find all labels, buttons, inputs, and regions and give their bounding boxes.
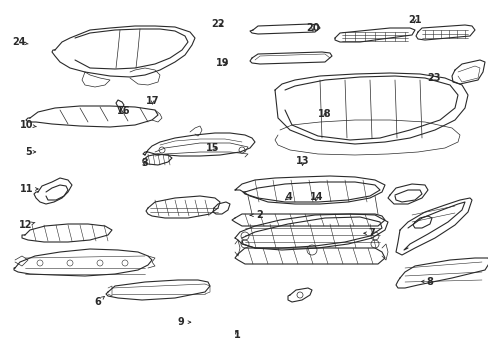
Text: 6: 6 <box>94 297 104 307</box>
Text: 13: 13 <box>296 156 309 166</box>
Text: 21: 21 <box>407 15 421 25</box>
Text: 20: 20 <box>305 23 319 33</box>
Text: 4: 4 <box>285 192 291 202</box>
Text: 24: 24 <box>12 37 28 48</box>
Text: 17: 17 <box>145 96 159 106</box>
Text: 12: 12 <box>19 220 35 230</box>
Text: 19: 19 <box>215 58 229 68</box>
Text: 8: 8 <box>421 276 432 287</box>
Text: 22: 22 <box>210 19 224 30</box>
Text: 2: 2 <box>250 210 262 220</box>
Text: 1: 1 <box>233 330 240 340</box>
Text: 3: 3 <box>141 158 147 168</box>
Text: 9: 9 <box>177 317 190 327</box>
Text: 15: 15 <box>205 143 219 153</box>
Text: 11: 11 <box>20 184 38 194</box>
Text: 10: 10 <box>20 120 37 130</box>
Text: 23: 23 <box>427 73 440 84</box>
Text: 14: 14 <box>309 192 323 202</box>
Text: 5: 5 <box>25 147 36 157</box>
Text: 18: 18 <box>318 109 331 120</box>
Text: 7: 7 <box>363 228 374 238</box>
Text: 16: 16 <box>116 106 130 116</box>
